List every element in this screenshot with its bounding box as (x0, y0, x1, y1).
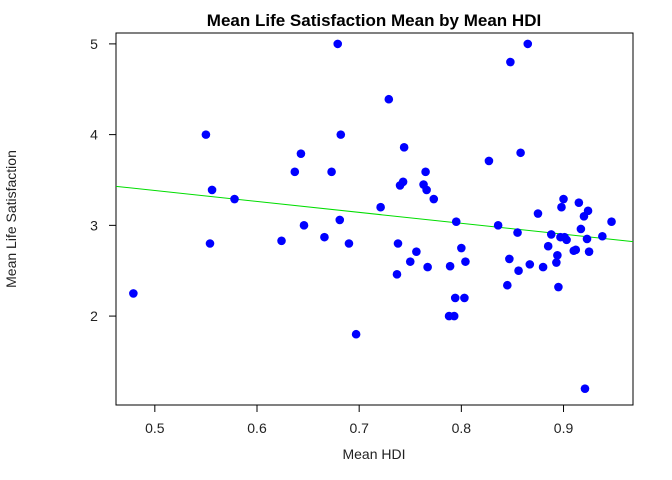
data-point (506, 57, 515, 67)
data-points (129, 39, 616, 393)
data-point (421, 167, 430, 177)
data-point (457, 243, 466, 253)
data-point (423, 262, 432, 272)
data-point (412, 247, 421, 256)
data-point (533, 209, 543, 218)
x-axis: 0.5 0.6 0.7 0.8 0.9 (145, 405, 573, 436)
data-point (562, 235, 571, 245)
data-point (538, 262, 548, 272)
data-point (398, 177, 408, 187)
data-point (336, 130, 346, 139)
data-point (451, 217, 461, 227)
data-point (277, 236, 286, 246)
data-point (546, 230, 556, 239)
data-point (516, 148, 525, 158)
data-point (584, 247, 594, 256)
data-point (505, 254, 514, 264)
data-point (392, 270, 402, 279)
data-point (553, 250, 562, 260)
data-point (230, 194, 239, 204)
trend-line-group (115, 185, 634, 243)
data-point (559, 194, 568, 204)
data-point (503, 280, 512, 290)
x-tick-label: 0.8 (452, 420, 472, 436)
data-point (576, 224, 586, 234)
data-point (557, 202, 566, 212)
data-point (422, 185, 431, 195)
x-tick-label: 0.9 (554, 420, 574, 436)
data-point (523, 39, 533, 49)
plot-frame (115, 32, 634, 406)
y-tick-label: 4 (90, 127, 98, 143)
y-tick-label: 5 (90, 36, 98, 52)
data-point (525, 260, 535, 269)
data-point (399, 143, 409, 152)
data-point (607, 217, 616, 227)
x-tick-label: 0.6 (247, 420, 267, 436)
y-axis: 2 3 4 5 (90, 36, 116, 324)
data-point (299, 221, 309, 230)
data-point (514, 266, 523, 276)
trend-line (115, 185, 634, 243)
data-point (327, 167, 336, 177)
chart-title: Mean Life Satisfaction Mean by Mean HDI (207, 11, 541, 30)
data-point (598, 231, 607, 241)
x-axis-label: Mean HDI (342, 446, 405, 462)
data-point (543, 241, 553, 251)
data-point (384, 94, 394, 104)
data-point (376, 202, 385, 212)
y-axis-label: Mean Life Satisfaction (3, 150, 19, 288)
data-point (335, 215, 345, 225)
data-point (351, 329, 361, 339)
data-point (582, 234, 592, 244)
data-point (461, 257, 470, 266)
data-point (290, 167, 300, 177)
y-tick-label: 2 (90, 308, 98, 324)
data-point (445, 261, 455, 271)
data-point (333, 39, 343, 49)
data-point (460, 293, 469, 303)
data-point (205, 239, 215, 248)
data-point (393, 239, 403, 248)
data-point (583, 206, 593, 216)
data-point (552, 258, 561, 267)
data-point (513, 228, 522, 237)
data-point (129, 289, 138, 298)
data-point (320, 232, 329, 242)
data-point (405, 257, 415, 266)
data-point (554, 282, 563, 292)
data-point (484, 156, 494, 166)
data-point (344, 239, 354, 248)
data-point (493, 221, 503, 230)
x-tick-label: 0.5 (145, 420, 165, 436)
data-point (296, 149, 306, 158)
data-point (571, 245, 581, 255)
data-point (207, 185, 217, 195)
data-point (449, 311, 459, 321)
data-point (429, 194, 439, 204)
data-point (201, 130, 211, 139)
x-tick-label: 0.7 (349, 420, 369, 436)
data-point (580, 384, 590, 393)
data-point (574, 198, 584, 207)
data-point (450, 293, 460, 303)
y-tick-label: 3 (90, 217, 98, 233)
